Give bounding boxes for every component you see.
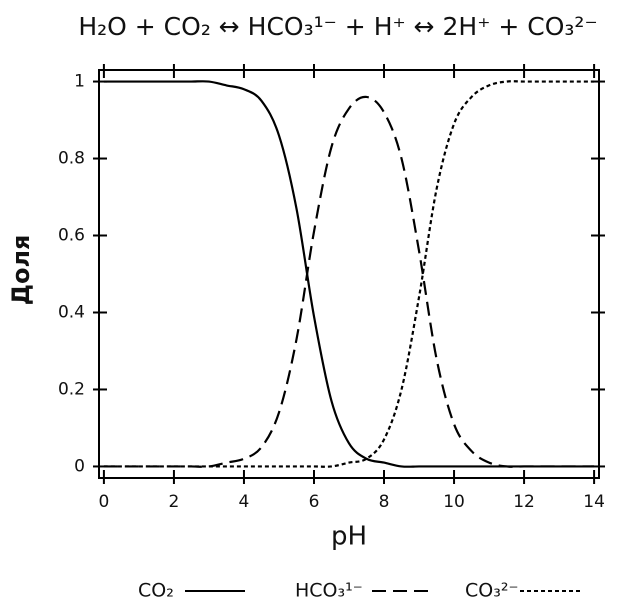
series-line [103, 95, 595, 468]
x-tick-label: 12 [513, 492, 535, 512]
y-tick-label: 0 [74, 456, 85, 476]
legend-label: CO₂ [138, 580, 174, 602]
x-tick-label: 10 [443, 492, 465, 512]
series-line [103, 80, 595, 468]
y-tick-label: 0.6 [58, 226, 85, 246]
legend-label: HCO₃¹⁻ [295, 580, 363, 602]
chart-title: H₂O + CO₂ ↔ HCO₃¹⁻ + H⁺ ↔ 2H⁺ + CO₃²⁻ [78, 12, 597, 41]
x-tick-label: 8 [379, 492, 390, 512]
y-tick-label: 0.2 [58, 379, 85, 399]
series-line [103, 80, 595, 468]
x-tick-label: 2 [169, 492, 180, 512]
plot-frame [98, 69, 600, 479]
x-tick-label: 6 [309, 492, 320, 512]
y-tick-label: 0.8 [58, 149, 85, 169]
x-tick-label: 0 [98, 492, 109, 512]
x-axis-label: pH [331, 522, 367, 552]
x-tick-label: 4 [239, 492, 250, 512]
legend-label: CO₃²⁻ [465, 580, 518, 602]
y-axis-label: Доля [7, 235, 35, 306]
y-tick-label: 0.4 [58, 302, 85, 322]
x-tick-label: 14 [583, 492, 605, 512]
y-tick-label: 1 [74, 72, 85, 92]
